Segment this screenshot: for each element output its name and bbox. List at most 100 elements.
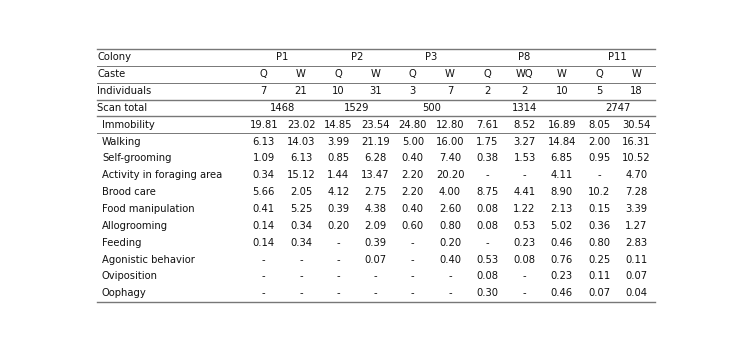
Text: 24.80: 24.80	[399, 120, 427, 130]
Text: -: -	[448, 288, 452, 298]
Text: 12.80: 12.80	[436, 120, 465, 130]
Text: -: -	[336, 254, 340, 265]
Text: 4.12: 4.12	[327, 187, 349, 197]
Text: 0.20: 0.20	[327, 221, 349, 231]
Text: 0.46: 0.46	[550, 288, 573, 298]
Text: 0.34: 0.34	[290, 238, 312, 248]
Text: 10.52: 10.52	[622, 154, 650, 163]
Text: P2: P2	[351, 52, 363, 62]
Text: -: -	[485, 238, 489, 248]
Text: 0.15: 0.15	[588, 204, 610, 214]
Text: -: -	[597, 170, 601, 180]
Text: 0.53: 0.53	[514, 221, 536, 231]
Text: -: -	[411, 254, 415, 265]
Text: -: -	[523, 170, 526, 180]
Text: 0.46: 0.46	[550, 238, 573, 248]
Text: 7.40: 7.40	[439, 154, 461, 163]
Text: Allogrooming: Allogrooming	[102, 221, 168, 231]
Text: W: W	[631, 69, 642, 79]
Text: 2: 2	[521, 86, 528, 96]
Text: W: W	[557, 69, 567, 79]
Text: 0.80: 0.80	[439, 221, 461, 231]
Text: 31: 31	[369, 86, 382, 96]
Text: Self-grooming: Self-grooming	[102, 154, 172, 163]
Text: 500: 500	[422, 103, 441, 113]
Text: 0.23: 0.23	[514, 238, 536, 248]
Text: -: -	[336, 238, 340, 248]
Text: 0.36: 0.36	[588, 221, 610, 231]
Text: 3: 3	[410, 86, 416, 96]
Text: 0.07: 0.07	[588, 288, 610, 298]
Text: 0.14: 0.14	[252, 221, 275, 231]
Text: 0.08: 0.08	[476, 272, 498, 281]
Text: 0.38: 0.38	[476, 154, 498, 163]
Text: -: -	[262, 272, 266, 281]
Text: 8.52: 8.52	[513, 120, 536, 130]
Text: 2747: 2747	[605, 103, 631, 113]
Text: -: -	[336, 272, 340, 281]
Text: 1529: 1529	[344, 103, 370, 113]
Text: 5.02: 5.02	[550, 221, 573, 231]
Text: 0.85: 0.85	[327, 154, 349, 163]
Text: 6.85: 6.85	[550, 154, 573, 163]
Text: 1.53: 1.53	[513, 154, 536, 163]
Text: 0.41: 0.41	[252, 204, 275, 214]
Text: 0.76: 0.76	[550, 254, 573, 265]
Text: 0.04: 0.04	[625, 288, 647, 298]
Text: 2.20: 2.20	[401, 187, 424, 197]
Text: -: -	[336, 288, 340, 298]
Text: 2.05: 2.05	[290, 187, 312, 197]
Text: P8: P8	[518, 52, 531, 62]
Text: 8.75: 8.75	[476, 187, 498, 197]
Text: -: -	[299, 254, 303, 265]
Text: -: -	[374, 288, 377, 298]
Text: 23.02: 23.02	[287, 120, 316, 130]
Text: 1.27: 1.27	[625, 221, 647, 231]
Text: 16.89: 16.89	[548, 120, 576, 130]
Text: 0.40: 0.40	[401, 154, 424, 163]
Text: 0.40: 0.40	[401, 204, 424, 214]
Text: 2.13: 2.13	[550, 204, 573, 214]
Text: -: -	[411, 288, 415, 298]
Text: 3.27: 3.27	[513, 137, 536, 147]
Text: 0.53: 0.53	[476, 254, 498, 265]
Text: 10: 10	[556, 86, 568, 96]
Text: 20.20: 20.20	[436, 170, 465, 180]
Text: 6.13: 6.13	[290, 154, 312, 163]
Text: 3.99: 3.99	[327, 137, 349, 147]
Text: 21.19: 21.19	[361, 137, 390, 147]
Text: 2.00: 2.00	[588, 137, 610, 147]
Text: 7: 7	[261, 86, 267, 96]
Text: Scan total: Scan total	[98, 103, 148, 113]
Text: 0.23: 0.23	[550, 272, 573, 281]
Text: 15.12: 15.12	[287, 170, 316, 180]
Text: 0.07: 0.07	[625, 272, 647, 281]
Text: Q: Q	[409, 69, 417, 79]
Text: 0.08: 0.08	[476, 221, 498, 231]
Text: P1: P1	[276, 52, 288, 62]
Text: Oviposition: Oviposition	[102, 272, 158, 281]
Text: 4.70: 4.70	[625, 170, 647, 180]
Text: 10.2: 10.2	[588, 187, 610, 197]
Text: 23.54: 23.54	[361, 120, 390, 130]
Text: 0.11: 0.11	[625, 254, 647, 265]
Text: 0.07: 0.07	[365, 254, 387, 265]
Text: W: W	[296, 69, 306, 79]
Text: 0.08: 0.08	[514, 254, 536, 265]
Text: 5: 5	[596, 86, 602, 96]
Text: -: -	[299, 288, 303, 298]
Text: Colony: Colony	[98, 52, 131, 62]
Text: -: -	[374, 272, 377, 281]
Text: 1.22: 1.22	[513, 204, 536, 214]
Text: 14.85: 14.85	[324, 120, 352, 130]
Text: 0.40: 0.40	[439, 254, 461, 265]
Text: 0.60: 0.60	[401, 221, 424, 231]
Text: 0.39: 0.39	[327, 204, 349, 214]
Text: 16.00: 16.00	[436, 137, 465, 147]
Text: 19.81: 19.81	[250, 120, 278, 130]
Text: -: -	[299, 272, 303, 281]
Text: 7.61: 7.61	[476, 120, 498, 130]
Text: 2: 2	[484, 86, 490, 96]
Text: -: -	[411, 272, 415, 281]
Text: Brood care: Brood care	[102, 187, 156, 197]
